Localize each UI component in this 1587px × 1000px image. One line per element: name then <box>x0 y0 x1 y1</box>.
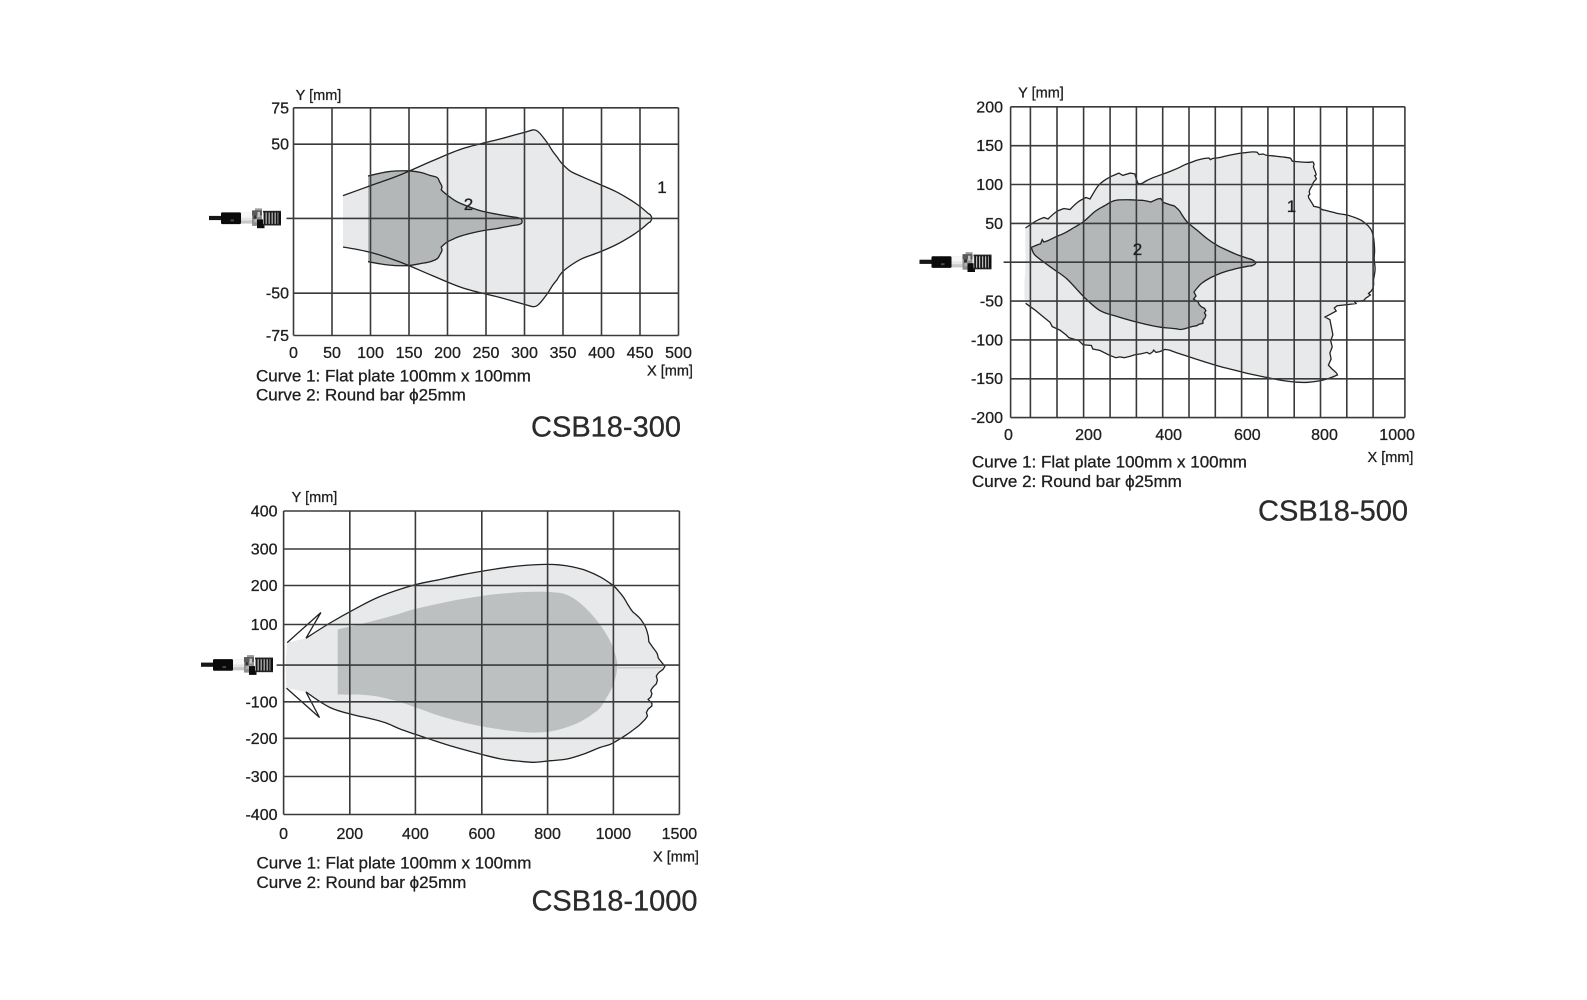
svg-text:-400: -400 <box>245 807 277 824</box>
svg-text:0: 0 <box>1004 427 1013 444</box>
svg-text:Y [mm]: Y [mm] <box>292 490 338 506</box>
svg-text:50: 50 <box>271 137 289 154</box>
svg-text:200: 200 <box>251 578 278 595</box>
svg-text:800: 800 <box>534 826 561 843</box>
svg-text:X [mm]: X [mm] <box>647 364 693 380</box>
svg-text:-100: -100 <box>971 332 1003 349</box>
svg-text:400: 400 <box>1155 427 1182 444</box>
svg-text:2: 2 <box>1133 240 1142 259</box>
svg-text:1000: 1000 <box>1379 427 1415 444</box>
svg-text:-200: -200 <box>245 731 277 748</box>
svg-text:-300: -300 <box>245 769 277 786</box>
svg-text:200: 200 <box>976 99 1003 116</box>
svg-text:-75: -75 <box>266 328 289 345</box>
svg-text:2: 2 <box>464 195 473 214</box>
svg-text:1: 1 <box>657 178 666 197</box>
svg-text:400: 400 <box>588 345 615 362</box>
svg-text:100: 100 <box>251 617 278 634</box>
svg-text:200: 200 <box>1075 427 1102 444</box>
svg-text:CSB18-300: CSB18-300 <box>531 412 681 444</box>
svg-text:50: 50 <box>323 345 341 362</box>
svg-text:1000: 1000 <box>596 826 632 843</box>
svg-text:CSB18-1000: CSB18-1000 <box>531 886 697 918</box>
svg-text:800: 800 <box>1311 427 1338 444</box>
svg-text:-150: -150 <box>971 371 1003 388</box>
svg-text:Curve 2: Round bar ϕ25mm: Curve 2: Round bar ϕ25mm <box>257 873 467 892</box>
svg-text:150: 150 <box>976 138 1003 155</box>
svg-text:Curve 1: Flat plate 100mm x 10: Curve 1: Flat plate 100mm x 100mm <box>257 854 532 873</box>
svg-text:50: 50 <box>985 216 1003 233</box>
svg-text:1: 1 <box>1287 197 1296 216</box>
svg-text:-50: -50 <box>980 294 1003 311</box>
svg-text:150: 150 <box>396 345 423 362</box>
svg-text:600: 600 <box>1234 427 1261 444</box>
svg-text:200: 200 <box>336 826 363 843</box>
svg-text:400: 400 <box>251 504 278 521</box>
svg-text:CSB18-500: CSB18-500 <box>1258 496 1408 528</box>
svg-text:X [mm]: X [mm] <box>653 850 699 866</box>
svg-text:300: 300 <box>251 542 278 559</box>
svg-text:Curve 2: Round bar ϕ25mm: Curve 2: Round bar ϕ25mm <box>256 386 466 405</box>
svg-text:-200: -200 <box>971 410 1003 427</box>
svg-text:0: 0 <box>289 345 298 362</box>
svg-text:100: 100 <box>357 345 384 362</box>
svg-text:-50: -50 <box>266 286 289 303</box>
svg-text:100: 100 <box>976 177 1003 194</box>
svg-text:1500: 1500 <box>662 826 698 843</box>
svg-text:-100: -100 <box>245 694 277 711</box>
svg-text:300: 300 <box>511 345 538 362</box>
svg-text:0: 0 <box>279 826 288 843</box>
svg-text:75: 75 <box>271 100 289 117</box>
svg-text:Curve 2: Round bar ϕ25mm: Curve 2: Round bar ϕ25mm <box>972 472 1182 491</box>
svg-text:Curve 1: Flat plate 100mm x 10: Curve 1: Flat plate 100mm x 100mm <box>972 453 1247 472</box>
svg-text:350: 350 <box>550 345 577 362</box>
svg-text:450: 450 <box>627 345 654 362</box>
svg-text:500: 500 <box>665 345 692 362</box>
svg-text:Y [mm]: Y [mm] <box>1018 86 1064 102</box>
svg-text:X [mm]: X [mm] <box>1368 450 1414 466</box>
svg-text:400: 400 <box>402 826 429 843</box>
svg-text:200: 200 <box>434 345 461 362</box>
svg-text:Curve 1: Flat plate 100mm x 10: Curve 1: Flat plate 100mm x 100mm <box>256 367 531 386</box>
svg-text:250: 250 <box>473 345 500 362</box>
svg-text:600: 600 <box>468 826 495 843</box>
svg-text:Y [mm]: Y [mm] <box>296 88 342 104</box>
